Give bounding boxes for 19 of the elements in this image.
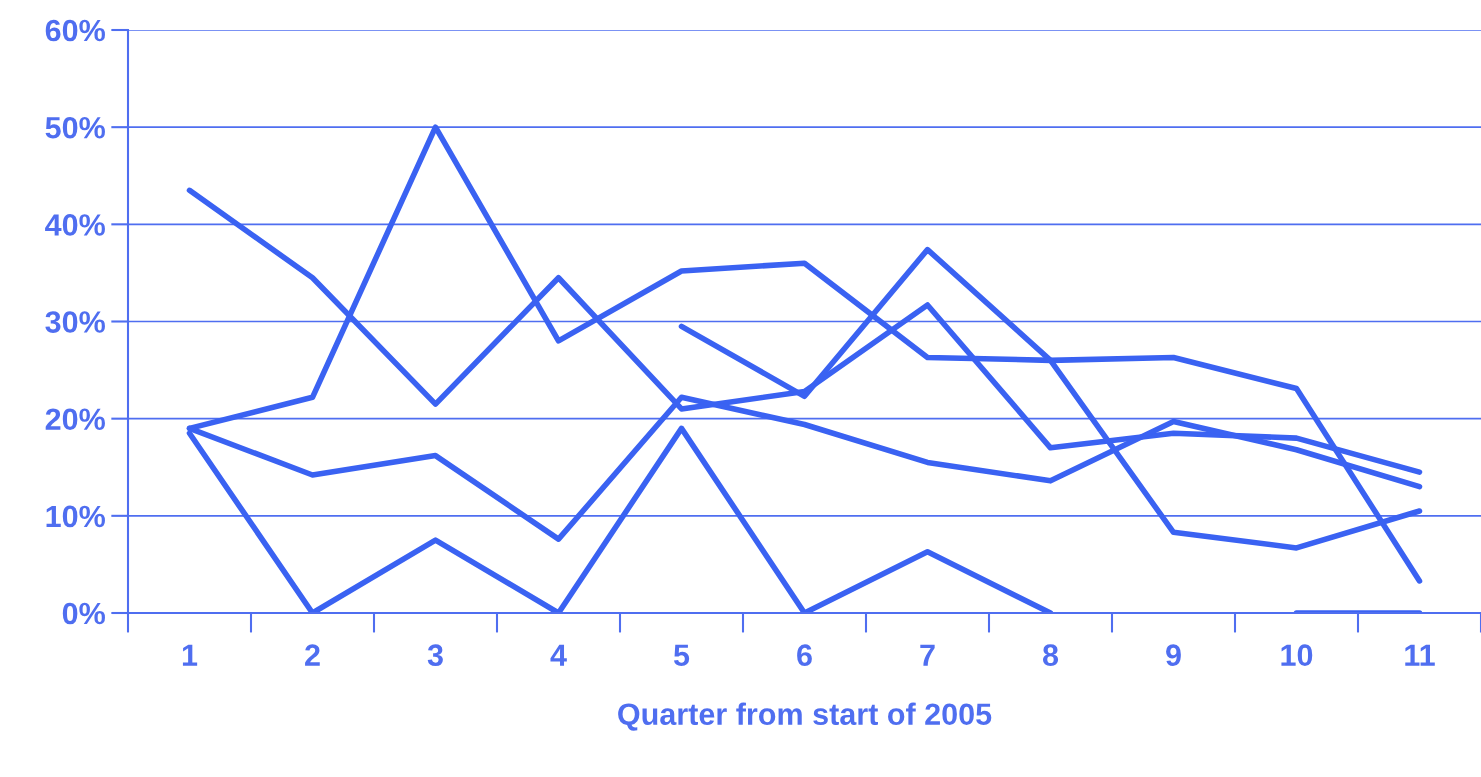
y-tick-label: 30% xyxy=(45,311,105,333)
y-tick-label: 50% xyxy=(45,116,105,139)
x-tick-label: 2 xyxy=(305,644,320,666)
x-tick-label: 8 xyxy=(1042,644,1059,666)
x-tick-label: 11 xyxy=(1405,644,1435,666)
y-tick-label: 20% xyxy=(45,408,105,431)
y-tick-label: 10% xyxy=(46,505,105,528)
x-tick-label: 5 xyxy=(673,644,690,666)
x-tick-label: 7 xyxy=(920,644,935,666)
y-tick-label: 0% xyxy=(62,602,105,625)
x-tick-label: 3 xyxy=(427,644,443,667)
x-axis-title: Quarter from start of 2005 xyxy=(618,702,992,731)
x-tick-label: 1 xyxy=(182,644,198,666)
y-tick-label: 40% xyxy=(45,214,105,236)
x-tick-label: 9 xyxy=(1166,644,1181,666)
x-tick-label: 6 xyxy=(797,644,812,666)
x-tick-label: 4 xyxy=(550,644,567,666)
x-tick-label: 10 xyxy=(1281,644,1313,666)
y-tick-label: 60% xyxy=(45,19,105,42)
